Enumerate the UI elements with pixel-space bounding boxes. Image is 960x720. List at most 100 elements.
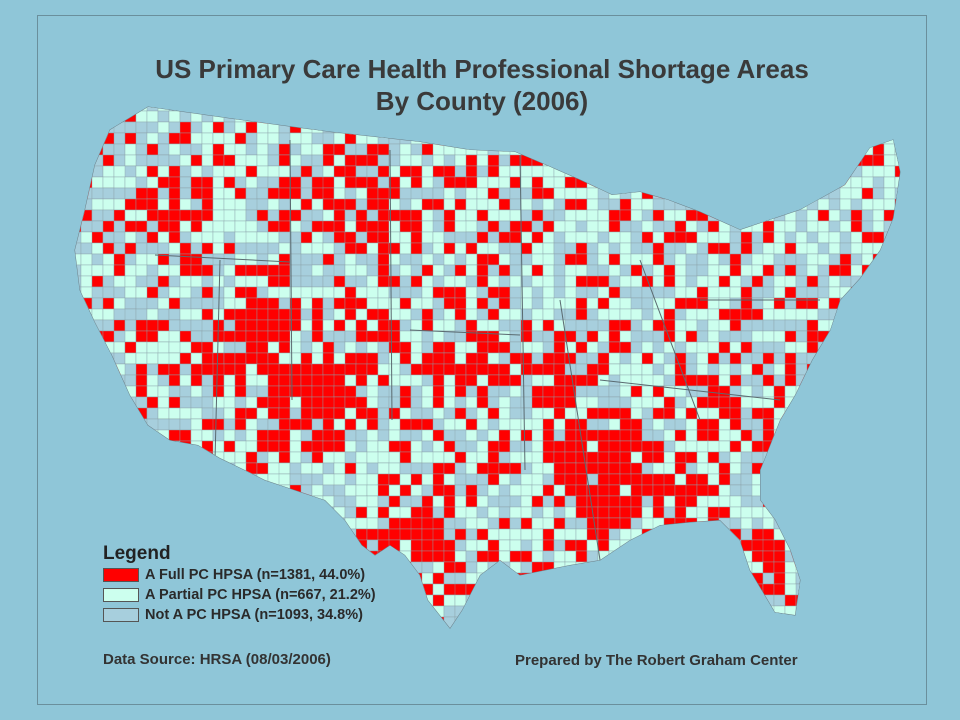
county-cell <box>256 220 269 233</box>
county-cell <box>256 616 269 628</box>
county-cell <box>762 132 775 145</box>
county-cell <box>729 209 742 222</box>
county-cell <box>784 231 797 244</box>
county-cell <box>289 407 302 420</box>
county-cell <box>168 220 181 233</box>
county-cell <box>773 286 786 299</box>
county-cell <box>762 242 775 255</box>
county-cell <box>75 374 93 387</box>
county-cell <box>113 451 126 464</box>
legend-swatch-not <box>103 608 139 622</box>
county-cell <box>190 275 203 288</box>
county-cell <box>630 319 643 332</box>
county-cell <box>685 594 698 607</box>
county-cell <box>102 297 115 310</box>
county-cell <box>443 198 456 211</box>
county-cell <box>190 330 203 343</box>
county-cell <box>542 473 555 486</box>
county-cell <box>542 495 555 508</box>
county-cell <box>696 627 709 628</box>
county-cell <box>586 374 599 387</box>
county-cell <box>465 627 489 628</box>
county-cell <box>311 550 324 563</box>
county-cell <box>564 583 577 596</box>
county-cell <box>234 396 247 409</box>
county-cell <box>212 484 225 497</box>
county-cell <box>828 506 841 519</box>
county-cell <box>828 121 852 134</box>
county-cell <box>432 264 445 277</box>
county-cell <box>278 110 291 123</box>
county-cell <box>696 374 709 387</box>
county-cell <box>212 462 225 475</box>
county-cell <box>454 286 467 299</box>
county-cell <box>487 154 500 167</box>
county-cell <box>564 462 577 475</box>
county-cell <box>201 462 214 475</box>
county-cell <box>201 594 214 607</box>
county-cell <box>223 374 236 387</box>
county-cell <box>542 627 555 628</box>
county-cell <box>619 385 632 398</box>
county-cell <box>641 143 665 156</box>
county-cell <box>784 132 808 145</box>
county-cell <box>322 627 335 628</box>
county-cell <box>719 639 730 650</box>
county-cell <box>806 209 819 222</box>
county-cell <box>707 627 720 628</box>
county-cell <box>157 484 170 497</box>
county-cell <box>465 220 478 233</box>
county-cell <box>212 627 225 628</box>
county-cell <box>894 107 900 112</box>
county-cell <box>509 330 522 343</box>
county-cell <box>608 561 621 574</box>
county-cell <box>575 363 588 376</box>
county-cell <box>267 627 280 628</box>
county-cell <box>388 352 401 365</box>
county-cell <box>795 330 808 343</box>
county-cell <box>278 462 291 475</box>
county-cell <box>410 484 423 497</box>
county-cell <box>597 418 610 431</box>
county-cell <box>817 132 841 145</box>
county-cell <box>509 550 522 563</box>
county-cell <box>597 209 610 222</box>
county-cell <box>707 264 720 277</box>
county-cell <box>894 506 900 519</box>
county-cell <box>223 363 236 376</box>
county-cell <box>245 462 258 475</box>
county-cell <box>542 110 566 123</box>
county-cell <box>839 473 852 486</box>
county-cell <box>608 418 621 431</box>
county-cell <box>91 319 104 332</box>
county-cell <box>75 319 82 332</box>
county-cell <box>454 583 467 596</box>
county-cell <box>751 605 764 618</box>
county-cell <box>564 517 577 530</box>
county-cell <box>674 594 687 607</box>
county-cell <box>817 209 830 222</box>
county-cell <box>498 506 511 519</box>
county-cell <box>487 121 500 134</box>
county-cell <box>795 143 808 156</box>
county-cell <box>509 594 533 607</box>
county-cell <box>597 627 610 628</box>
county-cell <box>443 286 456 299</box>
county-cell <box>751 110 764 123</box>
county-cell <box>597 330 610 343</box>
county-cell <box>135 605 148 618</box>
county-cell <box>113 154 126 167</box>
county-cell <box>454 484 467 497</box>
county-cell <box>168 110 181 123</box>
county-cell <box>883 495 900 508</box>
county-cell <box>619 550 632 563</box>
legend-label-partial: A Partial PC HPSA (n=667, 21.2%) <box>145 587 376 603</box>
county-cell <box>630 275 643 288</box>
county-cell <box>509 605 533 618</box>
county-cell <box>454 363 467 376</box>
county-cell <box>476 627 489 628</box>
county-cell <box>366 407 379 420</box>
county-cell <box>575 484 588 497</box>
county-cell <box>817 187 830 200</box>
county-cell <box>410 176 423 189</box>
